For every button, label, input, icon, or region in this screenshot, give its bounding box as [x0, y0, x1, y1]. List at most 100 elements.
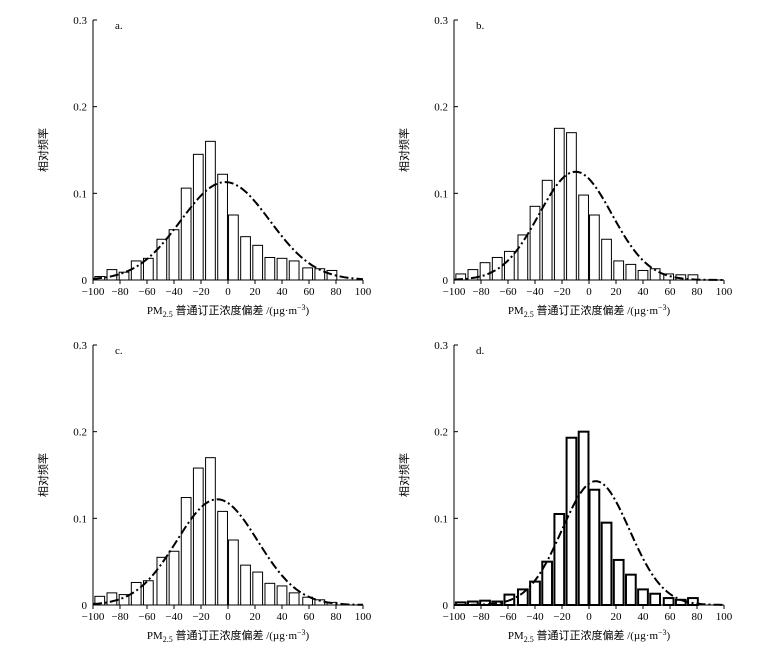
x-tick-label: −80: [111, 611, 129, 623]
y-tick-label: 0.1: [73, 188, 87, 200]
x-tick-label: 100: [355, 286, 372, 298]
histogram-bar: [142, 257, 154, 281]
x-tick-label: 60: [665, 286, 677, 298]
histogram-bar: [168, 550, 180, 606]
histogram-bar: [288, 260, 300, 281]
x-tick-label: 40: [638, 286, 650, 298]
x-tick-label: −80: [472, 611, 490, 623]
panel-label: c.: [115, 345, 123, 357]
histogram-bar: [264, 582, 276, 606]
x-tick-label: 80: [692, 286, 704, 298]
histogram-bar: [228, 214, 239, 281]
panel-label: b.: [476, 20, 485, 32]
y-tick-label: 0.1: [434, 513, 448, 525]
histogram-bar: [118, 594, 130, 606]
panel-b: 0 0.1 0.2 0.3 −100 −80 −60 −40 −20 0 20 40 60 80 100 b.…: [397, 15, 733, 319]
histogram-bar: [180, 187, 192, 281]
x-tick-label: 40: [277, 611, 289, 623]
histogram-bar: [541, 179, 553, 281]
x-tick-label: 20: [611, 611, 623, 623]
histogram-bar: [553, 127, 565, 281]
x-tick-label: 60: [304, 286, 316, 298]
histogram-bar: [180, 497, 192, 606]
normal-fit-curve: [92, 498, 363, 606]
histogram-bar: [142, 580, 154, 606]
x-tick-label: 40: [277, 286, 289, 298]
histogram-bar: [517, 234, 529, 281]
normal-fit-curve: [92, 181, 364, 281]
histogram-bar: [106, 592, 118, 606]
histogram-bar: [588, 488, 601, 607]
histogram-bar: [637, 269, 649, 281]
histogram-bar: [503, 250, 515, 281]
panel-c: 0 0.1 0.2 0.3 −100 −80 −60 −40 −20 0 20 40 60 80 100 c.…: [36, 340, 372, 644]
histogram-bar: [613, 260, 625, 281]
histogram-bar: [217, 510, 228, 606]
x-tick-label: −20: [553, 286, 571, 298]
x-tick-label: 100: [716, 611, 733, 623]
x-tick-label: 80: [692, 611, 704, 623]
y-tick-label: 0.2: [73, 102, 87, 114]
histogram-bar: [205, 457, 216, 606]
histogram-bar: [326, 269, 338, 281]
histogram-bar: [276, 585, 288, 606]
histogram-bar: [479, 262, 491, 281]
histogram-bar: [156, 556, 168, 606]
x-tick-label: 0: [586, 286, 592, 298]
histogram-bar: [662, 597, 675, 606]
x-tick-label: −80: [472, 286, 490, 298]
histogram-bar: [302, 267, 314, 281]
x-tick-label: −60: [499, 611, 517, 623]
x-tick-label: 100: [716, 286, 733, 298]
y-axis-label: 相对频率: [36, 128, 50, 172]
y-tick-label: 0.3: [73, 340, 87, 352]
normal-fit-curve: [453, 170, 724, 281]
histogram-bar: [94, 595, 106, 606]
histogram-bar: [600, 521, 613, 607]
histogram-bar: [252, 244, 264, 281]
x-tick-label: −60: [138, 611, 156, 623]
histogram-bar: [589, 214, 600, 281]
y-tick-label: 0.1: [434, 188, 448, 200]
histogram-bar: [168, 229, 180, 281]
histogram-bar: [479, 599, 491, 607]
histogram-bar: [130, 260, 142, 281]
x-tick-label: 80: [331, 286, 343, 298]
x-tick-label: −40: [165, 611, 183, 623]
histogram-bar: [217, 173, 228, 281]
y-tick-label: 0.3: [73, 15, 87, 27]
x-tick-label: 20: [250, 286, 262, 298]
x-tick-label: 40: [638, 611, 650, 623]
histogram-bar: [192, 467, 204, 606]
histogram-bar: [649, 592, 662, 607]
x-tick-label: 0: [225, 611, 231, 623]
x-tick-label: −20: [192, 286, 210, 298]
y-tick-label: 0: [443, 275, 449, 287]
histogram-bar: [637, 588, 649, 606]
histogram-bar: [529, 205, 541, 281]
x-tick-label: −20: [192, 611, 210, 623]
histogram-bar: [529, 580, 541, 607]
histogram-bar: [118, 271, 130, 281]
y-tick-label: 0: [443, 600, 449, 612]
x-tick-label: −40: [526, 286, 544, 298]
x-tick-label: 60: [665, 611, 677, 623]
panel-label: a.: [115, 20, 123, 32]
x-tick-label: −40: [526, 611, 544, 623]
x-axis-label: PM2.5 普通订正浓度偏差 /(µg·m−3): [508, 303, 671, 319]
x-tick-label: −100: [82, 611, 105, 623]
histogram-bar: [566, 132, 577, 281]
histogram-bar: [156, 238, 168, 281]
histogram-bar: [192, 153, 204, 281]
histogram-bar: [467, 269, 479, 281]
histogram-bar: [663, 273, 675, 281]
histogram-bar: [205, 140, 216, 281]
histogram-bar: [276, 257, 288, 281]
normal-fit-curve: [454, 480, 724, 606]
histogram-bar: [252, 571, 264, 606]
histogram-bar: [228, 539, 239, 606]
x-tick-label: −80: [111, 286, 129, 298]
histogram-bar: [565, 436, 578, 606]
y-axis-label: 相对频率: [397, 453, 411, 497]
x-tick-label: 80: [331, 611, 343, 623]
